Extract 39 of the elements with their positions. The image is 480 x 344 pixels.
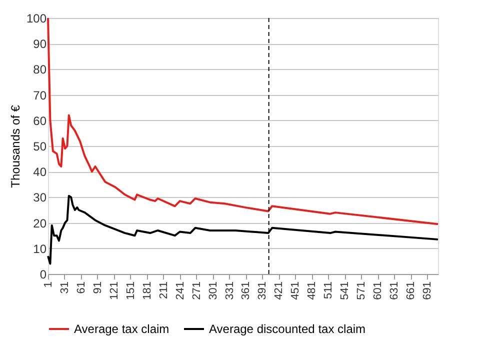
x-tick-label: 31 — [58, 282, 71, 294]
x-tick-label: 121 — [108, 282, 120, 300]
x-tick-label: 421 — [273, 282, 286, 300]
y-tick-label: 60 — [33, 114, 47, 128]
x-tick-label: 571 — [356, 282, 368, 300]
y-tick-label: 10 — [33, 242, 47, 256]
x-tick-label: 511 — [322, 282, 335, 300]
x-tick-label: 361 — [240, 282, 252, 300]
x-tick-label: 181 — [141, 282, 154, 300]
y-tick-label: 90 — [33, 37, 47, 52]
x-tick-label: 631 — [388, 282, 401, 300]
line-series — [47, 17, 439, 226]
x-tick-label: 271 — [190, 282, 203, 300]
x-tick-label: 661 — [405, 282, 418, 300]
x-tick-label: 391 — [256, 282, 269, 300]
x-tick-label: 91 — [92, 282, 104, 294]
x-tick-label: 241 — [174, 282, 186, 300]
x-tick-label: 211 — [158, 282, 170, 300]
y-tick-label: 30 — [33, 190, 47, 205]
x-tick-label: 481 — [306, 282, 318, 300]
x-tick-label: 691 — [422, 282, 434, 300]
y-tick-label: 20 — [33, 216, 47, 230]
x-tick-label: 61 — [75, 282, 88, 294]
y-tick-label: 100 — [26, 12, 47, 26]
x-tick-label: 601 — [372, 282, 384, 300]
y-tick-label: 80 — [33, 62, 47, 77]
x-tick-label: 541 — [339, 282, 352, 300]
y-tick-label: 50 — [33, 140, 47, 154]
x-tick-label: 151 — [124, 282, 137, 300]
y-axis-title: Thousands of € — [8, 104, 22, 188]
x-tick-label: 331 — [224, 282, 236, 300]
x-tick-label: 301 — [207, 282, 220, 300]
y-tick-label: 70 — [33, 88, 47, 102]
y-tick-label: 0 — [40, 268, 47, 282]
y-tick-label: 40 — [33, 165, 47, 180]
x-tick-label: 451 — [290, 282, 302, 300]
legend-label: Average discounted tax claim — [209, 322, 366, 336]
x-tick-label: 1 — [42, 282, 54, 288]
legend-label: Average tax claim — [74, 322, 170, 336]
